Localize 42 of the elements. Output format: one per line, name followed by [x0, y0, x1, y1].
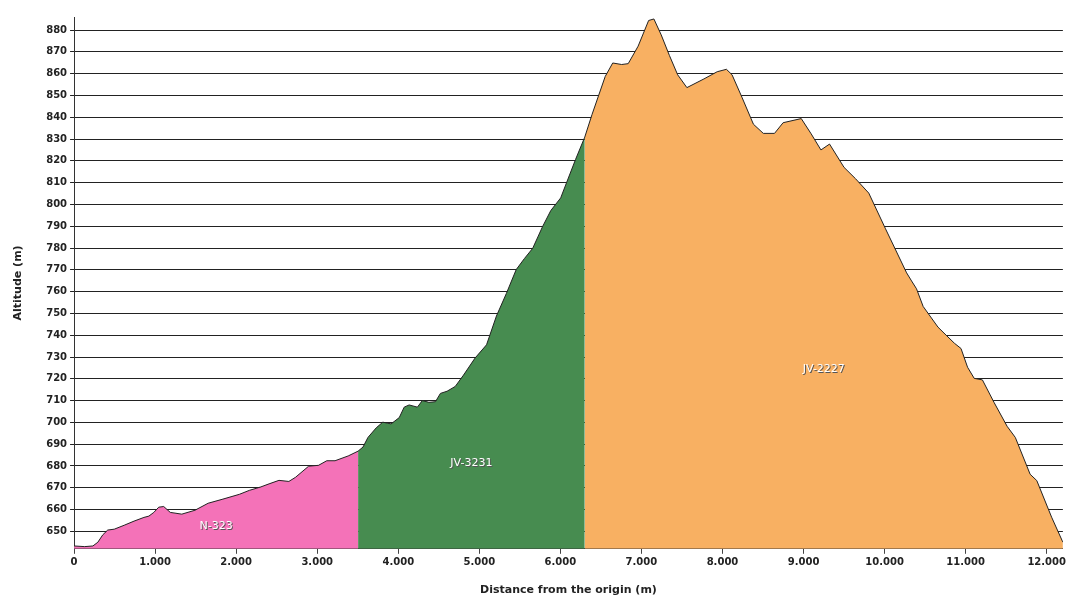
x-tick-label: 12.000	[1027, 556, 1067, 568]
y-tick-label: 680	[46, 459, 68, 471]
y-tick-label: 670	[46, 481, 68, 493]
y-tick-label: 820	[46, 154, 68, 166]
x-tick-label: 6.000	[544, 556, 577, 568]
x-tick-label: 3.000	[301, 556, 334, 568]
y-tick-label: 700	[46, 415, 68, 427]
y-tick-label: 710	[46, 394, 68, 406]
y-tick-label: 830	[46, 132, 68, 144]
y-tick-label: 650	[46, 524, 68, 536]
y-tick-label: 880	[46, 23, 68, 35]
y-tick-label: 810	[46, 176, 68, 188]
y-tick-label: 850	[46, 89, 68, 101]
y-axis-title: Altitude (m)	[11, 245, 25, 321]
y-tick-label: 720	[46, 372, 68, 384]
y-tick-label: 770	[46, 263, 68, 275]
y-tick-label: 780	[46, 241, 68, 253]
y-tick-label: 760	[46, 285, 68, 297]
y-tick-label: 870	[46, 45, 68, 57]
y-tick-label: 730	[46, 350, 68, 362]
x-tick-label: 2.000	[220, 556, 253, 568]
x-tick-label: 1.000	[139, 556, 171, 568]
x-tick-label: 11.000	[946, 556, 985, 568]
y-tick-label: 860	[46, 67, 68, 79]
y-tick-label: 840	[46, 110, 68, 122]
x-tick-label: 9.000	[787, 556, 820, 568]
x-tick-label: 5.000	[463, 556, 496, 568]
y-tick-label: 660	[46, 503, 68, 515]
y-tick-label: 800	[46, 198, 68, 210]
x-tick-label: 8.000	[706, 556, 739, 568]
y-tick-label: 740	[46, 328, 68, 340]
x-tick-label: 4.000	[382, 556, 415, 568]
x-tick-label: 7.000	[625, 556, 658, 568]
x-axis-title: Distance from the origin (m)	[480, 583, 657, 597]
series-label: N-323	[199, 519, 233, 533]
x-tick-label: 0	[70, 556, 78, 568]
series-label: JV-3231	[449, 455, 493, 469]
x-tick-label: 10.000	[865, 556, 904, 568]
y-tick-label: 790	[46, 219, 68, 231]
series-label: JV-2227	[801, 362, 845, 376]
y-tick-label: 690	[46, 437, 68, 449]
y-tick-label: 750	[46, 307, 68, 319]
